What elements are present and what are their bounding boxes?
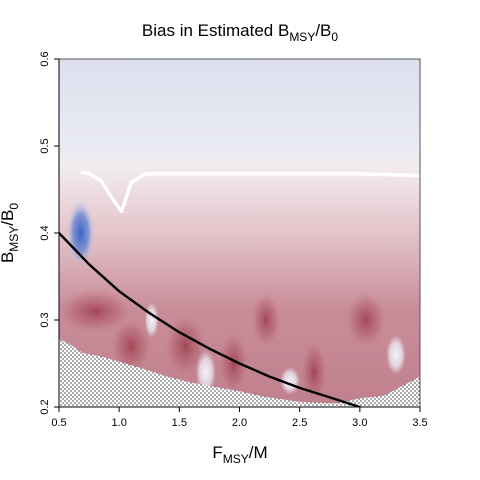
x-axis-label: FMSY/M [212,443,267,466]
negative-bias-patch [344,290,388,350]
near-zero-patch [145,302,159,338]
negative-bias-patch [217,330,249,398]
x-axis: 0.5 1.0 1.5 2.0 2.5 3.0 3.5 [51,407,427,429]
y-tick-label: 0.3 [39,312,51,327]
negative-bias-patch [250,290,282,350]
y-tick-label: 0.6 [39,51,51,66]
x-tick-label: 3.5 [412,417,427,429]
y-tick-label: 0.5 [39,138,51,153]
near-zero-patch [386,335,406,375]
x-tick-label: 1.0 [112,417,127,429]
y-tick-label: 0.4 [39,225,51,240]
x-tick-label: 0.5 [51,417,66,429]
chart-title: Bias in Estimated BMSY/B0 [142,21,338,44]
x-tick-label: 2.0 [232,417,247,429]
y-axis-label: BMSY/B0 [0,203,21,263]
heatmap-area [55,59,420,409]
x-tick-label: 1.5 [172,417,187,429]
y-tick-label: 0.2 [39,399,51,414]
y-axis: 0.2 0.3 0.4 0.5 0.6 [39,51,59,414]
x-tick-label: 2.5 [292,417,307,429]
x-tick-label: 3.0 [352,417,367,429]
